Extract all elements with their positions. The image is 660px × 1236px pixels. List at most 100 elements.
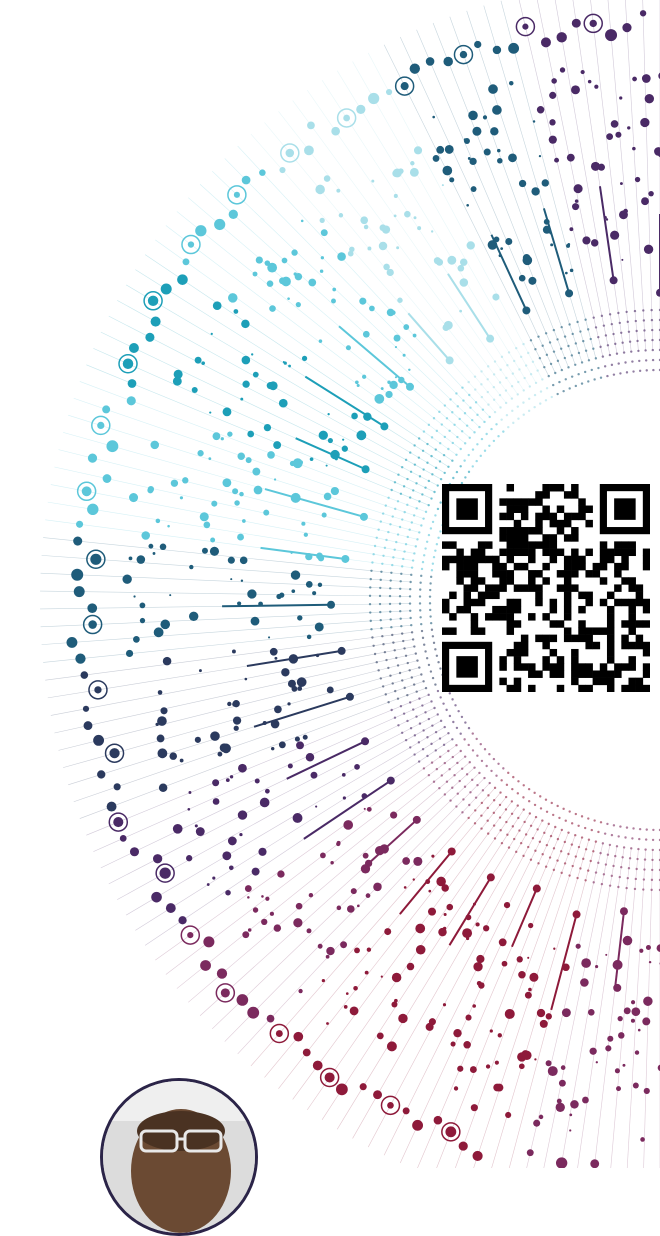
ring-dot (511, 813, 513, 815)
ring-dot (574, 364, 576, 366)
ray-line (48, 502, 413, 560)
cloud-dot (295, 737, 300, 742)
cloud-dot (240, 398, 243, 401)
ring-dot (587, 817, 589, 819)
ring-dot (397, 698, 399, 700)
ring-dot (440, 720, 442, 722)
cloud-dot (271, 747, 274, 750)
ring-dot (469, 437, 471, 439)
ring-dot (493, 812, 495, 814)
cloud-dot (351, 413, 358, 420)
rim-dot (557, 32, 567, 42)
ring-dot (428, 664, 430, 666)
cloud-dot (256, 256, 263, 263)
cloud-dot (431, 230, 433, 232)
cloud-dot (533, 1120, 540, 1127)
ring-dot (468, 804, 470, 806)
cloud-dot (158, 748, 168, 758)
ring-dot (543, 832, 545, 834)
cloud-dot (307, 928, 312, 933)
cloud-dot (644, 1088, 650, 1094)
cloud-dot (209, 412, 211, 414)
qr-code[interactable] (442, 484, 650, 692)
ring-dot (387, 497, 389, 499)
ring-dot (403, 647, 405, 649)
cloud-dot (160, 620, 170, 630)
ring-dot (409, 610, 411, 612)
cloud-dot (186, 855, 192, 861)
ring-dot (416, 659, 418, 661)
cloud-dot (237, 601, 241, 605)
cloud-dot (304, 533, 308, 537)
ring-dot (413, 444, 415, 446)
cloud-dot (293, 813, 303, 823)
cloud-dot (279, 399, 288, 408)
cloud-dot (306, 753, 315, 762)
ring-dot (435, 448, 437, 450)
cloud-dot (265, 425, 269, 429)
ring-dot (611, 364, 613, 366)
ring-dot (499, 829, 501, 831)
cloud-dot (319, 339, 323, 343)
ring-dot (433, 707, 435, 709)
ring-dot (490, 770, 492, 772)
cloud-dot (263, 510, 269, 516)
ring-dot (576, 877, 578, 879)
rim-dot (541, 37, 551, 47)
ring-dot (415, 652, 417, 654)
ring-dot (525, 364, 527, 366)
ring-dot (616, 353, 618, 355)
cloud-dot (505, 1112, 511, 1118)
cloud-dot (238, 764, 247, 773)
rim-dot (403, 1107, 410, 1114)
ring-dot (376, 537, 378, 539)
ring-dot (556, 393, 558, 395)
ring-dot (415, 545, 417, 547)
ring-dot (440, 478, 442, 480)
rim-dot (473, 1151, 483, 1161)
stick-line (247, 651, 342, 666)
ring-dot (539, 795, 541, 797)
cloud-dot (268, 636, 270, 638)
cloud-dot (495, 1061, 499, 1065)
ring-dot (505, 808, 507, 810)
ring-dot (572, 865, 574, 867)
ring-dot (545, 332, 547, 334)
cloud-dot (469, 158, 476, 165)
ray-line (571, 0, 624, 353)
cloud-dot (410, 168, 419, 177)
ring-dot (441, 774, 443, 776)
cloud-dot (189, 565, 193, 569)
ring-dot (493, 824, 495, 826)
rim-dot (178, 916, 186, 924)
ring-dot (576, 321, 578, 323)
cloud-dot (360, 216, 368, 224)
cloud-dot (320, 269, 323, 272)
cloud-dot (282, 258, 288, 264)
cloud-dot (273, 441, 281, 449)
ray-line (293, 101, 512, 399)
cloud-dot (242, 381, 249, 388)
cloud-dot (408, 369, 410, 371)
ring-dot (439, 442, 441, 444)
stick-head (573, 910, 581, 918)
ring-dot (528, 800, 530, 802)
ring-dot (423, 554, 425, 556)
ring-dot (437, 713, 439, 715)
ring-dot (553, 350, 555, 352)
ring-dot (419, 722, 421, 724)
cloud-dot (395, 346, 397, 348)
cloud-dot (519, 180, 526, 187)
cloud-dot (490, 1029, 493, 1032)
ring-dot (468, 744, 470, 746)
cloud-dot (141, 531, 150, 540)
ring-dot (487, 832, 489, 834)
ring-dot (584, 879, 586, 881)
cloud-dot (390, 812, 397, 819)
ring-dot (475, 401, 477, 403)
ring-dot (511, 397, 513, 399)
ring-dot (473, 766, 475, 768)
cloud-dot (297, 677, 307, 687)
ring-dot (390, 618, 392, 620)
rim-dot (325, 1072, 335, 1082)
